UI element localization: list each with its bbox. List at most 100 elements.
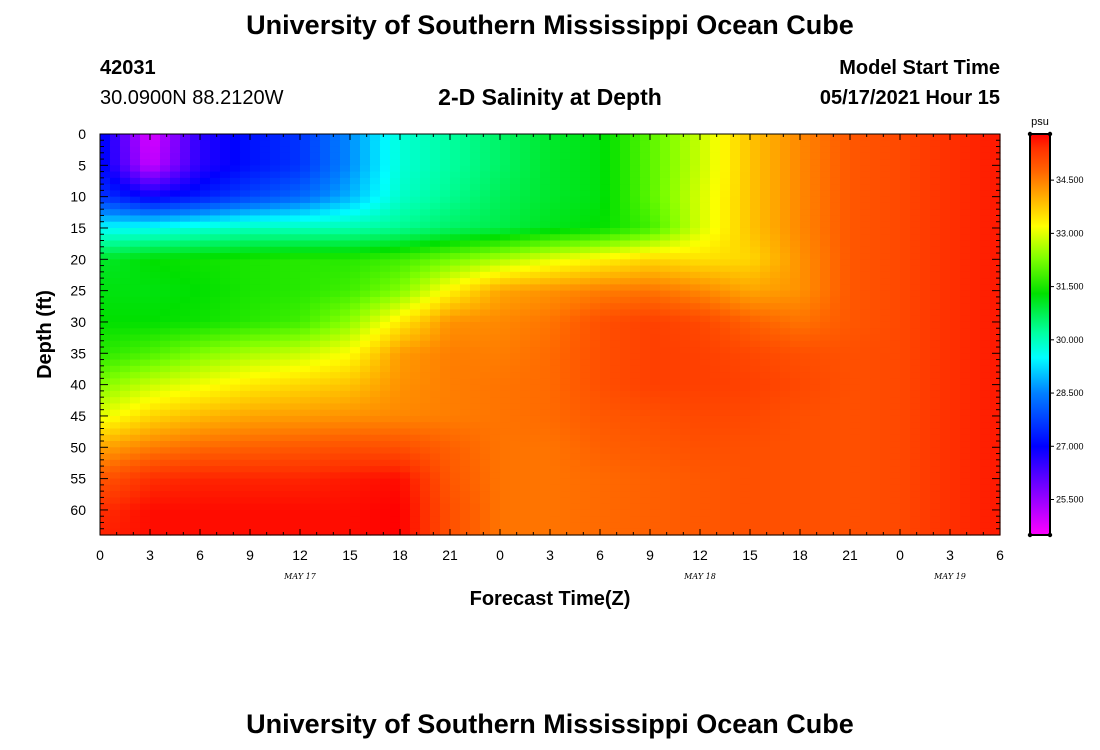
heatmap-cell: [600, 278, 611, 285]
heatmap-cell: [700, 447, 711, 455]
heatmap-cell: [920, 384, 931, 392]
heatmap-cell: [640, 353, 651, 361]
heatmap-cell: [100, 271, 111, 279]
heatmap-cell: [250, 159, 261, 166]
heatmap-cell: [260, 315, 271, 323]
heatmap-cell: [660, 240, 671, 248]
heatmap-cell: [490, 190, 501, 198]
heatmap-cell: [620, 447, 631, 455]
heatmap-cell: [500, 159, 511, 166]
heatmap-cell: [800, 221, 811, 229]
heatmap-cell: [590, 234, 601, 242]
heatmap-cell: [860, 253, 871, 260]
heatmap-cell: [220, 447, 231, 455]
heatmap-cell: [900, 397, 911, 405]
heatmap-cell: [340, 234, 351, 242]
heatmap-cell: [400, 202, 411, 210]
heatmap-cell: [250, 453, 261, 461]
heatmap-cell: [680, 434, 691, 442]
heatmap-cell: [360, 202, 371, 210]
heatmap-cell: [930, 340, 941, 348]
heatmap-cell: [140, 478, 151, 486]
heatmap-cell: [990, 347, 1001, 354]
heatmap-cell: [700, 415, 711, 423]
heatmap-cell: [380, 434, 391, 442]
heatmap-cell: [780, 466, 791, 473]
heatmap-cell: [980, 428, 991, 436]
heatmap-cell: [620, 259, 631, 267]
heatmap-cell: [530, 447, 541, 455]
heatmap-cell: [300, 227, 311, 235]
heatmap-cell: [280, 190, 291, 198]
heatmap-cell: [830, 253, 841, 260]
heatmap-cell: [450, 303, 461, 311]
heatmap-cell: [140, 353, 151, 361]
heatmap-cell: [970, 428, 981, 436]
heatmap-cell: [310, 227, 321, 235]
heatmap-cell: [960, 347, 971, 354]
heatmap-cell: [420, 384, 431, 392]
heatmap-cell: [170, 372, 181, 379]
heatmap-cell: [240, 434, 251, 442]
heatmap-cell: [800, 271, 811, 279]
heatmap-cell: [700, 409, 711, 417]
heatmap-cell: [110, 259, 121, 267]
heatmap-cell: [340, 278, 351, 285]
heatmap-cell: [120, 253, 131, 260]
heatmap-cell: [180, 447, 191, 455]
heatmap-cell: [910, 209, 921, 217]
heatmap-cell: [200, 409, 211, 417]
heatmap-cell: [190, 278, 201, 285]
heatmap-cell: [610, 165, 621, 173]
heatmap-cell: [480, 290, 491, 298]
heatmap-cell: [890, 365, 901, 373]
heatmap-cell: [490, 359, 501, 367]
heatmap-cell: [670, 334, 681, 342]
heatmap-cell: [290, 447, 301, 455]
heatmap-cell: [700, 459, 711, 467]
heatmap-cell: [930, 290, 941, 298]
heatmap-cell: [690, 453, 701, 461]
heatmap-cell: [720, 415, 731, 423]
heatmap-cell: [600, 353, 611, 361]
heatmap-cell: [230, 334, 241, 342]
heatmap-cell: [760, 428, 771, 436]
heatmap-cell: [640, 472, 651, 480]
heatmap-cell: [500, 165, 511, 173]
heatmap-cell: [830, 140, 841, 148]
heatmap-cell: [440, 403, 451, 411]
heatmap-cell: [700, 234, 711, 242]
heatmap-cell: [440, 347, 451, 354]
heatmap-cell: [630, 221, 641, 229]
heatmap-cell: [240, 372, 251, 379]
heatmap-cell: [290, 240, 301, 248]
heatmap-cell: [780, 159, 791, 166]
heatmap-cell: [520, 296, 531, 304]
heatmap-cell: [970, 309, 981, 317]
heatmap-cell: [750, 372, 761, 379]
heatmap-cell: [390, 303, 401, 311]
heatmap-cell: [260, 152, 271, 160]
heatmap-cell: [870, 190, 881, 198]
heatmap-cell: [940, 290, 951, 298]
heatmap-cell: [860, 190, 871, 198]
heatmap-cell: [920, 221, 931, 229]
heatmap-cell: [260, 353, 271, 361]
heatmap-cell: [390, 152, 401, 160]
heatmap-cell: [880, 246, 891, 254]
heatmap-cell: [340, 240, 351, 248]
heatmap-cell: [440, 428, 451, 436]
heatmap-cell: [150, 321, 161, 329]
heatmap-cell: [280, 347, 291, 354]
heatmap-cell: [250, 165, 261, 173]
heatmap-cell: [570, 259, 581, 267]
heatmap-cell: [990, 453, 1001, 461]
heatmap-cell: [800, 265, 811, 273]
heatmap-cell: [580, 409, 591, 417]
heatmap-cell: [980, 221, 991, 229]
heatmap-cell: [770, 309, 781, 317]
heatmap-cell: [900, 227, 911, 235]
heatmap-cell: [250, 340, 261, 348]
heatmap-cell: [530, 184, 541, 191]
heatmap-cell: [860, 221, 871, 229]
